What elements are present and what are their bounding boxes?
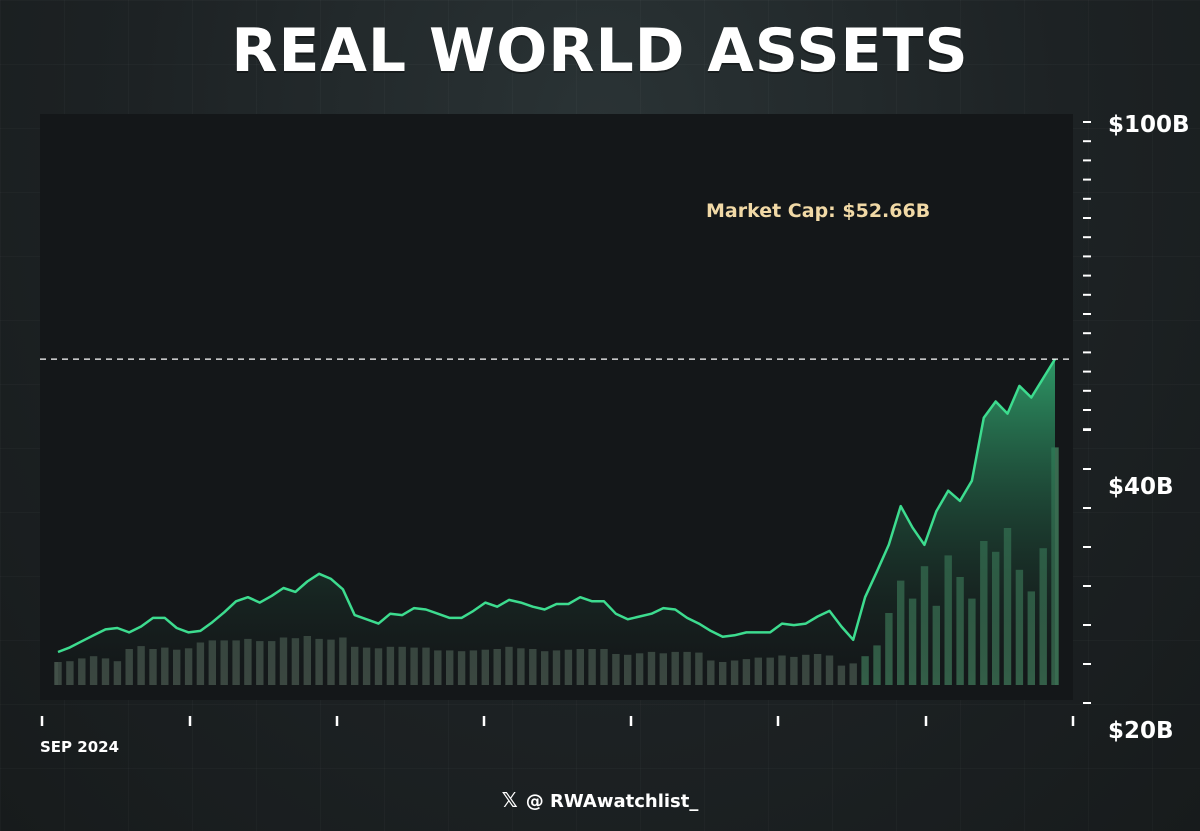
market-cap-label: Market Cap: $52.66B — [706, 200, 931, 222]
footer-handle-text: @ RWAwatchlist_ — [525, 791, 699, 812]
footer-handle[interactable]: 𝕏 @ RWAwatchlist_ — [0, 788, 1200, 812]
chart-title: REAL WORLD ASSETS — [231, 16, 969, 86]
x-axis-ticks — [40, 716, 1075, 726]
market-cap-area — [58, 359, 1055, 685]
y-axis-ticks — [1083, 121, 1091, 704]
market-cap-line — [57, 358, 1057, 654]
y-tick-label-40b: $40B — [1108, 474, 1174, 500]
y-tick-label-20b: $20B — [1108, 718, 1174, 744]
y-tick-label-100b: $100B — [1108, 112, 1190, 138]
x-logo-icon: 𝕏 — [501, 788, 518, 812]
x-tick-label-sep-2024: SEP 2024 — [40, 738, 120, 756]
